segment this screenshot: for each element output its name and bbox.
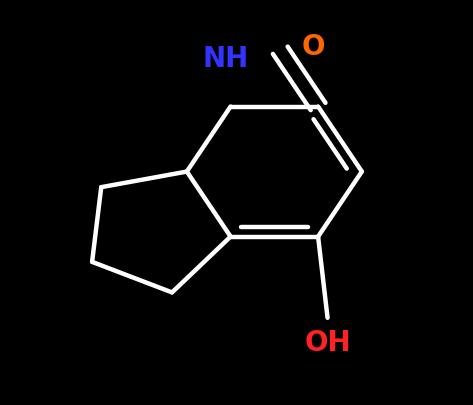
Text: OH: OH xyxy=(304,328,351,356)
Text: NH: NH xyxy=(203,45,249,72)
Text: O: O xyxy=(302,33,325,61)
